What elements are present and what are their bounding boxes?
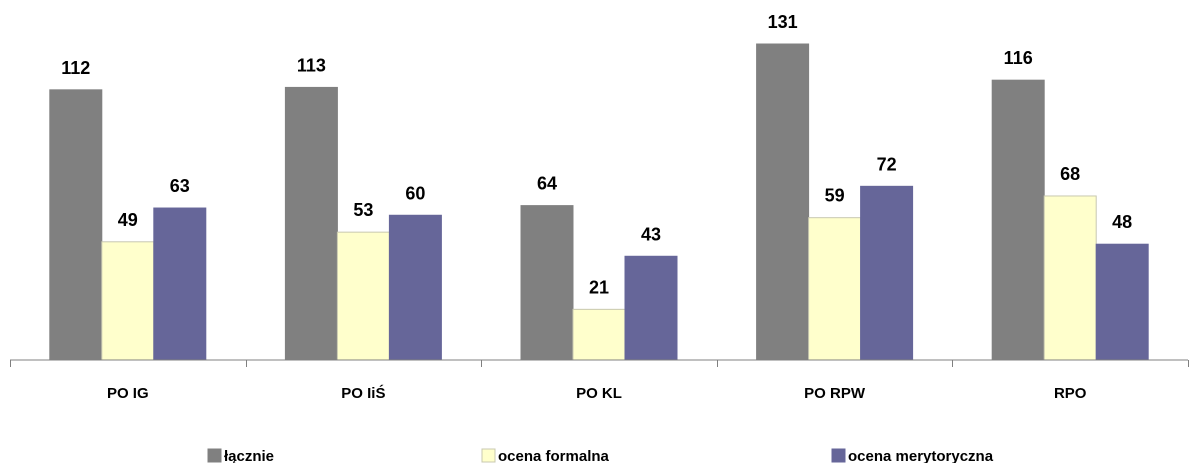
bar-po-kl-ocena-formalna <box>572 308 626 361</box>
value-label-po-iis-lacznie: 113 <box>297 55 326 75</box>
legend-swatch-ocena-formalna <box>481 448 496 463</box>
value-label-po-rpw-ocena-merytoryczna: 72 <box>877 154 897 174</box>
category-label-po-rpw: PO RPW <box>804 385 866 402</box>
value-label-rpo-lacznie: 116 <box>1004 48 1033 68</box>
category-label-po-ig: PO IG <box>107 385 149 402</box>
value-label-po-ig-ocena-merytoryczna: 63 <box>170 176 190 196</box>
value-label-po-iis-ocena-formalna: 53 <box>353 200 373 220</box>
legend-swatch-ocena-merytoryczna <box>831 448 846 463</box>
category-label-po-kl: PO KL <box>576 385 622 402</box>
bar-rpo-ocena-formalna <box>1043 195 1097 361</box>
bar-po-iis-ocena-formalna <box>336 231 390 361</box>
bar-po-iis-ocena-merytoryczna <box>388 214 442 361</box>
category-label-rpo: RPO <box>1054 385 1087 402</box>
legend: łącznie ocena formalna ocena merytoryczna <box>207 448 994 463</box>
value-label-po-kl-ocena-formalna: 21 <box>589 277 609 297</box>
legend-label-ocena-merytoryczna: ocena merytoryczna <box>848 448 994 463</box>
category-labels-group: PO IG PO IiŚ PO KL PO RPW RPO <box>107 384 1087 402</box>
bar-po-kl-lacznie <box>520 205 574 361</box>
legend-label-ocena-formalna: ocena formalna <box>498 448 610 463</box>
bar-po-ig-lacznie <box>49 89 103 361</box>
value-label-po-rpw-lacznie: 131 <box>768 12 798 32</box>
value-label-po-ig-ocena-formalna: 49 <box>118 210 138 230</box>
value-label-rpo-ocena-merytoryczna: 48 <box>1112 212 1132 232</box>
bar-po-iis-lacznie <box>284 86 338 361</box>
bar-po-rpw-ocena-formalna <box>808 217 862 361</box>
category-label-po-iis: PO IiŚ <box>341 384 385 402</box>
legend-swatch-lacznie <box>207 448 222 463</box>
value-label-po-kl-ocena-merytoryczna: 43 <box>641 224 661 244</box>
bar-rpo-lacznie <box>991 79 1045 361</box>
value-label-po-rpw-ocena-formalna: 59 <box>825 186 845 206</box>
bar-po-kl-ocena-merytoryczna <box>624 255 678 361</box>
value-labels-group: 112 49 63 113 53 60 64 21 43 131 59 72 116 68 48 <box>61 12 1132 297</box>
value-label-po-kl-lacznie: 64 <box>537 174 557 194</box>
bar-po-rpw-lacznie <box>756 43 810 361</box>
value-label-po-iis-ocena-merytoryczna: 60 <box>405 183 425 203</box>
value-label-rpo-ocena-formalna: 68 <box>1060 164 1080 184</box>
bars-group <box>49 43 1149 361</box>
value-label-po-ig-lacznie: 112 <box>61 58 90 78</box>
bar-po-ig-ocena-merytoryczna <box>153 207 207 361</box>
legend-label-lacznie: łącznie <box>224 448 274 463</box>
bar-rpo-ocena-merytoryczna <box>1095 243 1149 361</box>
x-axis <box>10 359 1189 367</box>
bar-po-ig-ocena-formalna <box>101 241 155 361</box>
bar-po-rpw-ocena-merytoryczna <box>860 185 914 361</box>
